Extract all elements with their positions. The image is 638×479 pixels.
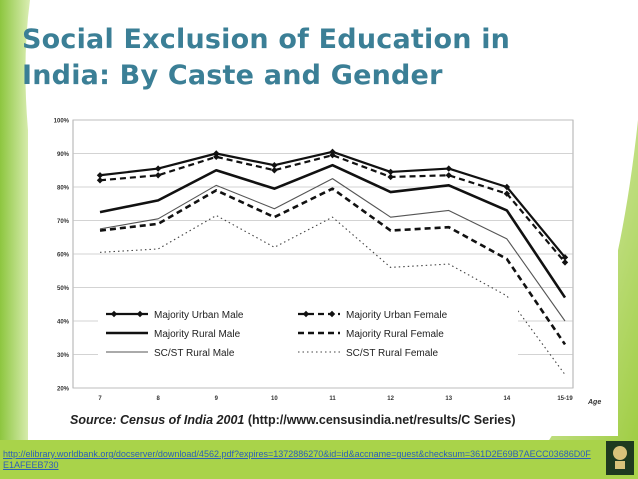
x-tick-label: 15-19 <box>557 396 573 402</box>
legend-marker <box>302 310 310 318</box>
y-tick-label: 40% <box>57 320 70 326</box>
left-green-swoosh <box>0 0 30 479</box>
legend-marker <box>110 310 118 318</box>
series-line-4 <box>99 187 567 346</box>
data-point-marker <box>387 168 394 176</box>
data-point-marker <box>329 151 336 159</box>
data-point-marker <box>387 173 394 181</box>
series-line-5 <box>99 178 566 322</box>
y-tick-label: 100% <box>54 119 70 125</box>
source-url: (http://www.censusindia.net/results/C Se… <box>247 413 516 427</box>
y-tick-label: 50% <box>57 286 70 292</box>
x-tick-label: 7 <box>98 396 102 402</box>
x-tick-label: 9 <box>215 396 219 402</box>
title-line-2: India: By Caste and Gender <box>22 60 443 91</box>
data-point-marker <box>561 254 569 261</box>
legend-label: Majority Rural Female <box>346 329 444 340</box>
y-tick-label: 30% <box>57 353 70 359</box>
chart-source: Source: Census of India 2001 (http://www… <box>70 413 516 427</box>
y-tick-label: 60% <box>57 253 70 259</box>
data-point-marker <box>154 165 162 172</box>
data-point-marker <box>445 165 452 172</box>
slide-title: Social Exclusion of Education in India: … <box>22 22 582 94</box>
x-tick-label: 14 <box>504 396 511 402</box>
legend-label: Majority Urban Male <box>154 310 244 321</box>
reference-link[interactable]: http://elibrary.worldbank.org/docserver/… <box>3 449 591 470</box>
data-point-marker <box>445 172 452 179</box>
x-tick-label: 11 <box>329 396 336 402</box>
legend-box <box>98 299 518 359</box>
y-tick-label: 80% <box>57 186 70 192</box>
x-tick-label: 13 <box>445 396 452 402</box>
x-tick-label: 10 <box>271 396 278 402</box>
footer-green-band <box>0 440 638 479</box>
source-label: Source: Census of India 2001 <box>70 413 245 427</box>
x-axis-label: Age <box>587 399 601 406</box>
data-point-marker <box>503 190 511 197</box>
x-tick-label: 8 <box>156 396 160 402</box>
legend-marker <box>328 310 336 318</box>
y-tick-label: 70% <box>57 219 70 225</box>
y-tick-label: 90% <box>57 152 70 158</box>
data-point-marker <box>271 167 278 174</box>
data-point-marker <box>561 259 569 266</box>
legend-marker <box>136 310 144 318</box>
chart-panel: 20% 30% 40% 50% 60% 70% 80% 90% 100% 7 8 9 10 11 12 13 1… <box>36 108 618 436</box>
line-chart: 20% 30% 40% 50% 60% 70% 80% 90% 100% 7 8 9 10 11 12 13 1… <box>54 119 602 407</box>
legend-label: SC/ST Rural Male <box>154 348 235 359</box>
data-point-marker <box>96 177 104 184</box>
emblem-logo-icon <box>606 441 634 475</box>
data-point-marker <box>213 153 220 161</box>
legend-label: SC/ST Rural Female <box>346 348 439 359</box>
title-line-1: Social Exclusion of Education in <box>22 24 511 55</box>
series-line-6 <box>99 214 566 375</box>
data-point-marker <box>213 150 220 157</box>
series-line-3 <box>99 163 567 299</box>
y-tick-label: 20% <box>57 387 70 393</box>
data-point-marker <box>271 162 278 169</box>
x-tick-label: 12 <box>387 396 394 402</box>
data-point-marker <box>96 172 104 179</box>
legend-label: Majority Rural Male <box>154 329 241 340</box>
data-point-marker <box>329 148 336 156</box>
legend-label: Majority Urban Female <box>346 310 448 321</box>
